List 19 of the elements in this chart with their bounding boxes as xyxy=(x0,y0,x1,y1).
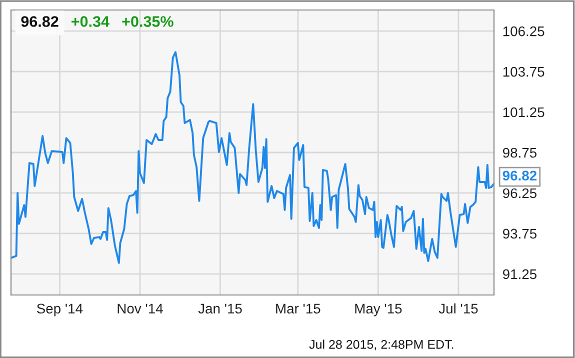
x-tick-label: Sep '14 xyxy=(36,304,83,316)
x-tick-label: Jan '15 xyxy=(198,304,242,314)
x-tick-label: Jul '15 xyxy=(438,303,478,314)
annotation: +0.34 xyxy=(72,16,110,27)
y-tick-label: 93.75 xyxy=(502,228,537,239)
y-tick-label: 103.75 xyxy=(503,66,544,77)
annotation: 96.82 xyxy=(502,170,537,181)
y-tick-label: 91.25 xyxy=(502,269,537,280)
text: Jul 28 2015, 2:48PM EDT. xyxy=(309,340,454,350)
x-tick-label: Nov '14 xyxy=(118,304,163,314)
chart-title: 96.82 xyxy=(21,16,58,27)
x-tick-label: Mar '15 xyxy=(276,304,320,314)
y-tick-label: 106.25 xyxy=(503,26,544,36)
y-tick-label: 98.75 xyxy=(502,148,537,158)
line-series xyxy=(11,51,494,264)
y-tick-label: 96.25 xyxy=(502,188,537,198)
x-tick-label: May '15 xyxy=(355,304,402,316)
y-tick-label: 101.25 xyxy=(503,107,544,118)
annotation: +0.35% xyxy=(122,16,174,27)
